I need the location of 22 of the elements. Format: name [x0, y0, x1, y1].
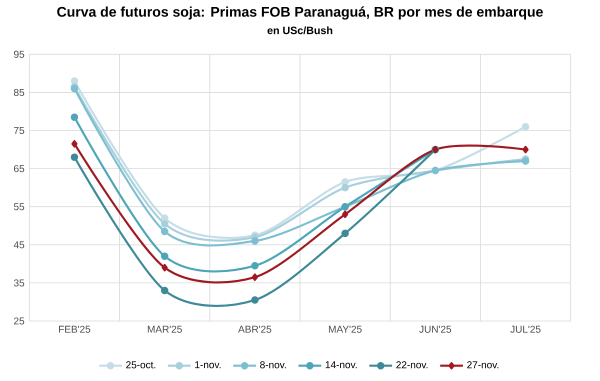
y-tick-label: 45: [14, 241, 24, 248]
x-tick-label: JUL'25: [510, 326, 541, 333]
legend-label: 8-nov.: [260, 361, 286, 368]
y-tick-label: 65: [14, 165, 24, 172]
legend-label: 1-nov.: [195, 361, 221, 368]
chart-title: Curva de futuros soja: Primas FOB Paranaguá, BR por mes de embarque: [57, 6, 543, 20]
x-tick-label: ABR'25: [238, 326, 272, 333]
x-tick-label: MAR'25: [148, 326, 182, 333]
x-tick-label: MAY'25: [328, 326, 362, 333]
x-tick-label: JUN'25: [419, 326, 452, 333]
y-tick-label: 35: [14, 279, 24, 286]
legend-label: 25-oct.: [126, 361, 156, 368]
legend-label: 14-nov.: [326, 361, 357, 368]
chart-subtitle: en USc/Bush: [268, 26, 332, 34]
y-tick-label: 95: [14, 50, 24, 58]
y-tick-label: 85: [14, 88, 24, 96]
y-tick-label: 25: [14, 317, 24, 325]
legend-label: 22-nov.: [396, 361, 428, 368]
legend-label: 27-nov.: [467, 361, 498, 368]
y-tick-label: 75: [14, 127, 24, 134]
y-tick-label: 55: [14, 203, 24, 210]
x-tick-label: FEB'25: [59, 326, 90, 333]
